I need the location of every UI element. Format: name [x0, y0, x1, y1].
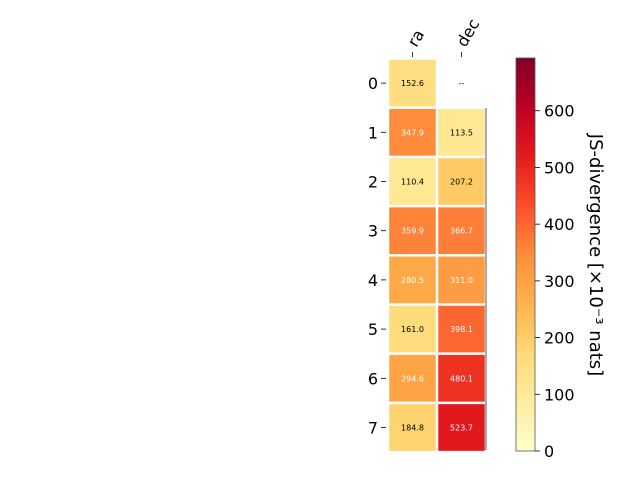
- row-tick-label: 5: [368, 320, 378, 339]
- row-tick-label: 4: [368, 271, 378, 290]
- row-tick-label: 0: [368, 74, 378, 93]
- cell-value-label: 113.5: [450, 128, 473, 137]
- row-tick-label: 2: [368, 173, 378, 192]
- colorbar: 0 100 200 300 400 500 600 JS-divergence [×10⁻³…: [515, 57, 606, 461]
- row-tick-label: 6: [368, 369, 378, 388]
- cell-value-label: 294.6: [401, 374, 424, 383]
- colorbar-tick-label: 100: [544, 385, 575, 404]
- colorbar-tick-label: 200: [544, 329, 575, 348]
- colorbar-tick-label: 300: [544, 272, 575, 291]
- colorbar-tick-label: 400: [544, 215, 575, 234]
- cell-value-label: --: [459, 79, 465, 88]
- cell-value-label: 311.0: [450, 276, 473, 285]
- row-tick-label: 1: [368, 123, 378, 142]
- cell-value-label: 110.4: [401, 178, 424, 187]
- cell-value-label: 161.0: [401, 325, 424, 334]
- colorbar-tick-label: 600: [544, 102, 575, 121]
- heatmap-cell: [389, 207, 436, 255]
- cell-value-label: 398.1: [450, 325, 473, 334]
- cell-value-label: 366.7: [450, 227, 473, 236]
- heatmap-cell: [438, 108, 485, 156]
- heatmap-cell: [438, 404, 485, 451]
- heatmap-cell: [438, 305, 485, 353]
- column-tick-label: ra: [404, 26, 429, 50]
- heatmap-cell: [389, 305, 436, 353]
- cell-value-label: 152.6: [401, 79, 424, 88]
- colorbar-tick-label: 500: [544, 158, 575, 177]
- colorbar-gradient: [515, 57, 536, 452]
- cell-value-label: 359.9: [401, 227, 424, 236]
- heatmap-cell: [389, 59, 436, 107]
- heatmap-cells: 152.6 -- 347.9 113.5 110.4 207.2 359.9 366.7 280…: [389, 59, 485, 451]
- heatmap-cell: [389, 158, 436, 205]
- column-tick-label: dec: [453, 16, 484, 50]
- heatmap-cell: [438, 207, 485, 255]
- heatmap-cell: [389, 404, 436, 451]
- colorbar-title: JS-divergence [×10⁻³ nats]: [585, 133, 606, 376]
- cell-value-label: 480.1: [450, 374, 473, 383]
- cell-value-label: 207.2: [450, 178, 473, 187]
- cell-value-label: 280.5: [401, 276, 424, 285]
- cell-value-label: 347.9: [401, 128, 424, 137]
- cell-value-label: 184.8: [401, 424, 424, 433]
- heatmap-cell: [438, 158, 485, 205]
- heatmap-cell: [389, 256, 436, 304]
- cell-value-label: 523.7: [450, 424, 473, 433]
- heatmap-cell: [438, 354, 485, 402]
- row-tick-label: 7: [368, 419, 378, 438]
- row-tick-label: 3: [368, 222, 378, 241]
- heatmap-cell: [389, 354, 436, 402]
- colorbar-tick-label: 0: [544, 442, 554, 461]
- heatmap-cell: [389, 108, 436, 156]
- colorbar-ticks: 0 100 200 300 400 500 600: [535, 102, 575, 461]
- heatmap-cell: [438, 256, 485, 304]
